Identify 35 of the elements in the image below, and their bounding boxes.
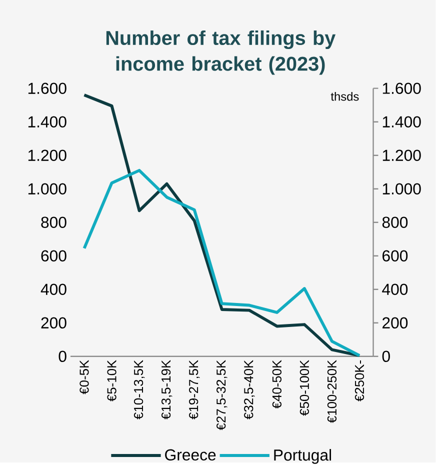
y-tick-label: 1.600: [383, 82, 421, 94]
y-tick-label: 1.200: [383, 150, 421, 161]
chart-title: Number of tax filings by income bracket (2023): [106, 30, 336, 75]
y-tick-label: 400: [382, 284, 408, 295]
line-series: [82, 94, 362, 358]
y2-tick-label: 1.200: [28, 150, 66, 161]
x-tick-label: €250K-: [355, 360, 364, 402]
y-tick-label: 1.400: [383, 116, 421, 128]
legend-label: Portugal: [274, 449, 332, 464]
x-tick-label: €0-5K: [80, 360, 89, 394]
y-tick-label: 800: [382, 216, 408, 228]
y2-tick-label: 400: [40, 284, 66, 295]
x-tick-label: €5-10K: [107, 360, 116, 402]
y2-tick-label: 1.400: [28, 116, 66, 128]
legend-label: Greece: [165, 449, 216, 460]
x-tick-label: €13,5-19K: [162, 360, 172, 420]
x-tick-label: €32,5-40K: [244, 360, 255, 420]
line-series: [82, 168, 362, 358]
y-tick-label: 200: [382, 317, 408, 328]
y2-tick-label: 1.600: [28, 82, 66, 94]
annotation: thsds: [330, 92, 359, 101]
y2-tick-label: 600: [41, 250, 66, 262]
x-tick-label: €10-13,5K: [134, 360, 145, 420]
x-tick-label: €100-250K: [328, 360, 337, 423]
y2-tick-label: 1.000: [28, 183, 66, 194]
y-tick-label: 0: [382, 350, 390, 362]
y2-tick-label: 800: [41, 216, 66, 228]
x-tick-label: €19-27,5K: [189, 360, 200, 420]
y2-tick-label: 0: [58, 350, 66, 362]
x-tick-label: €40-50K: [272, 360, 282, 409]
y-tick-label: 600: [382, 250, 408, 262]
x-tick-label: €27,5-32,5K: [216, 360, 228, 430]
y-tick-label: 1.000: [383, 183, 421, 194]
x-tick-label: €50-100K: [300, 360, 310, 416]
y2-tick-label: 200: [41, 317, 66, 328]
